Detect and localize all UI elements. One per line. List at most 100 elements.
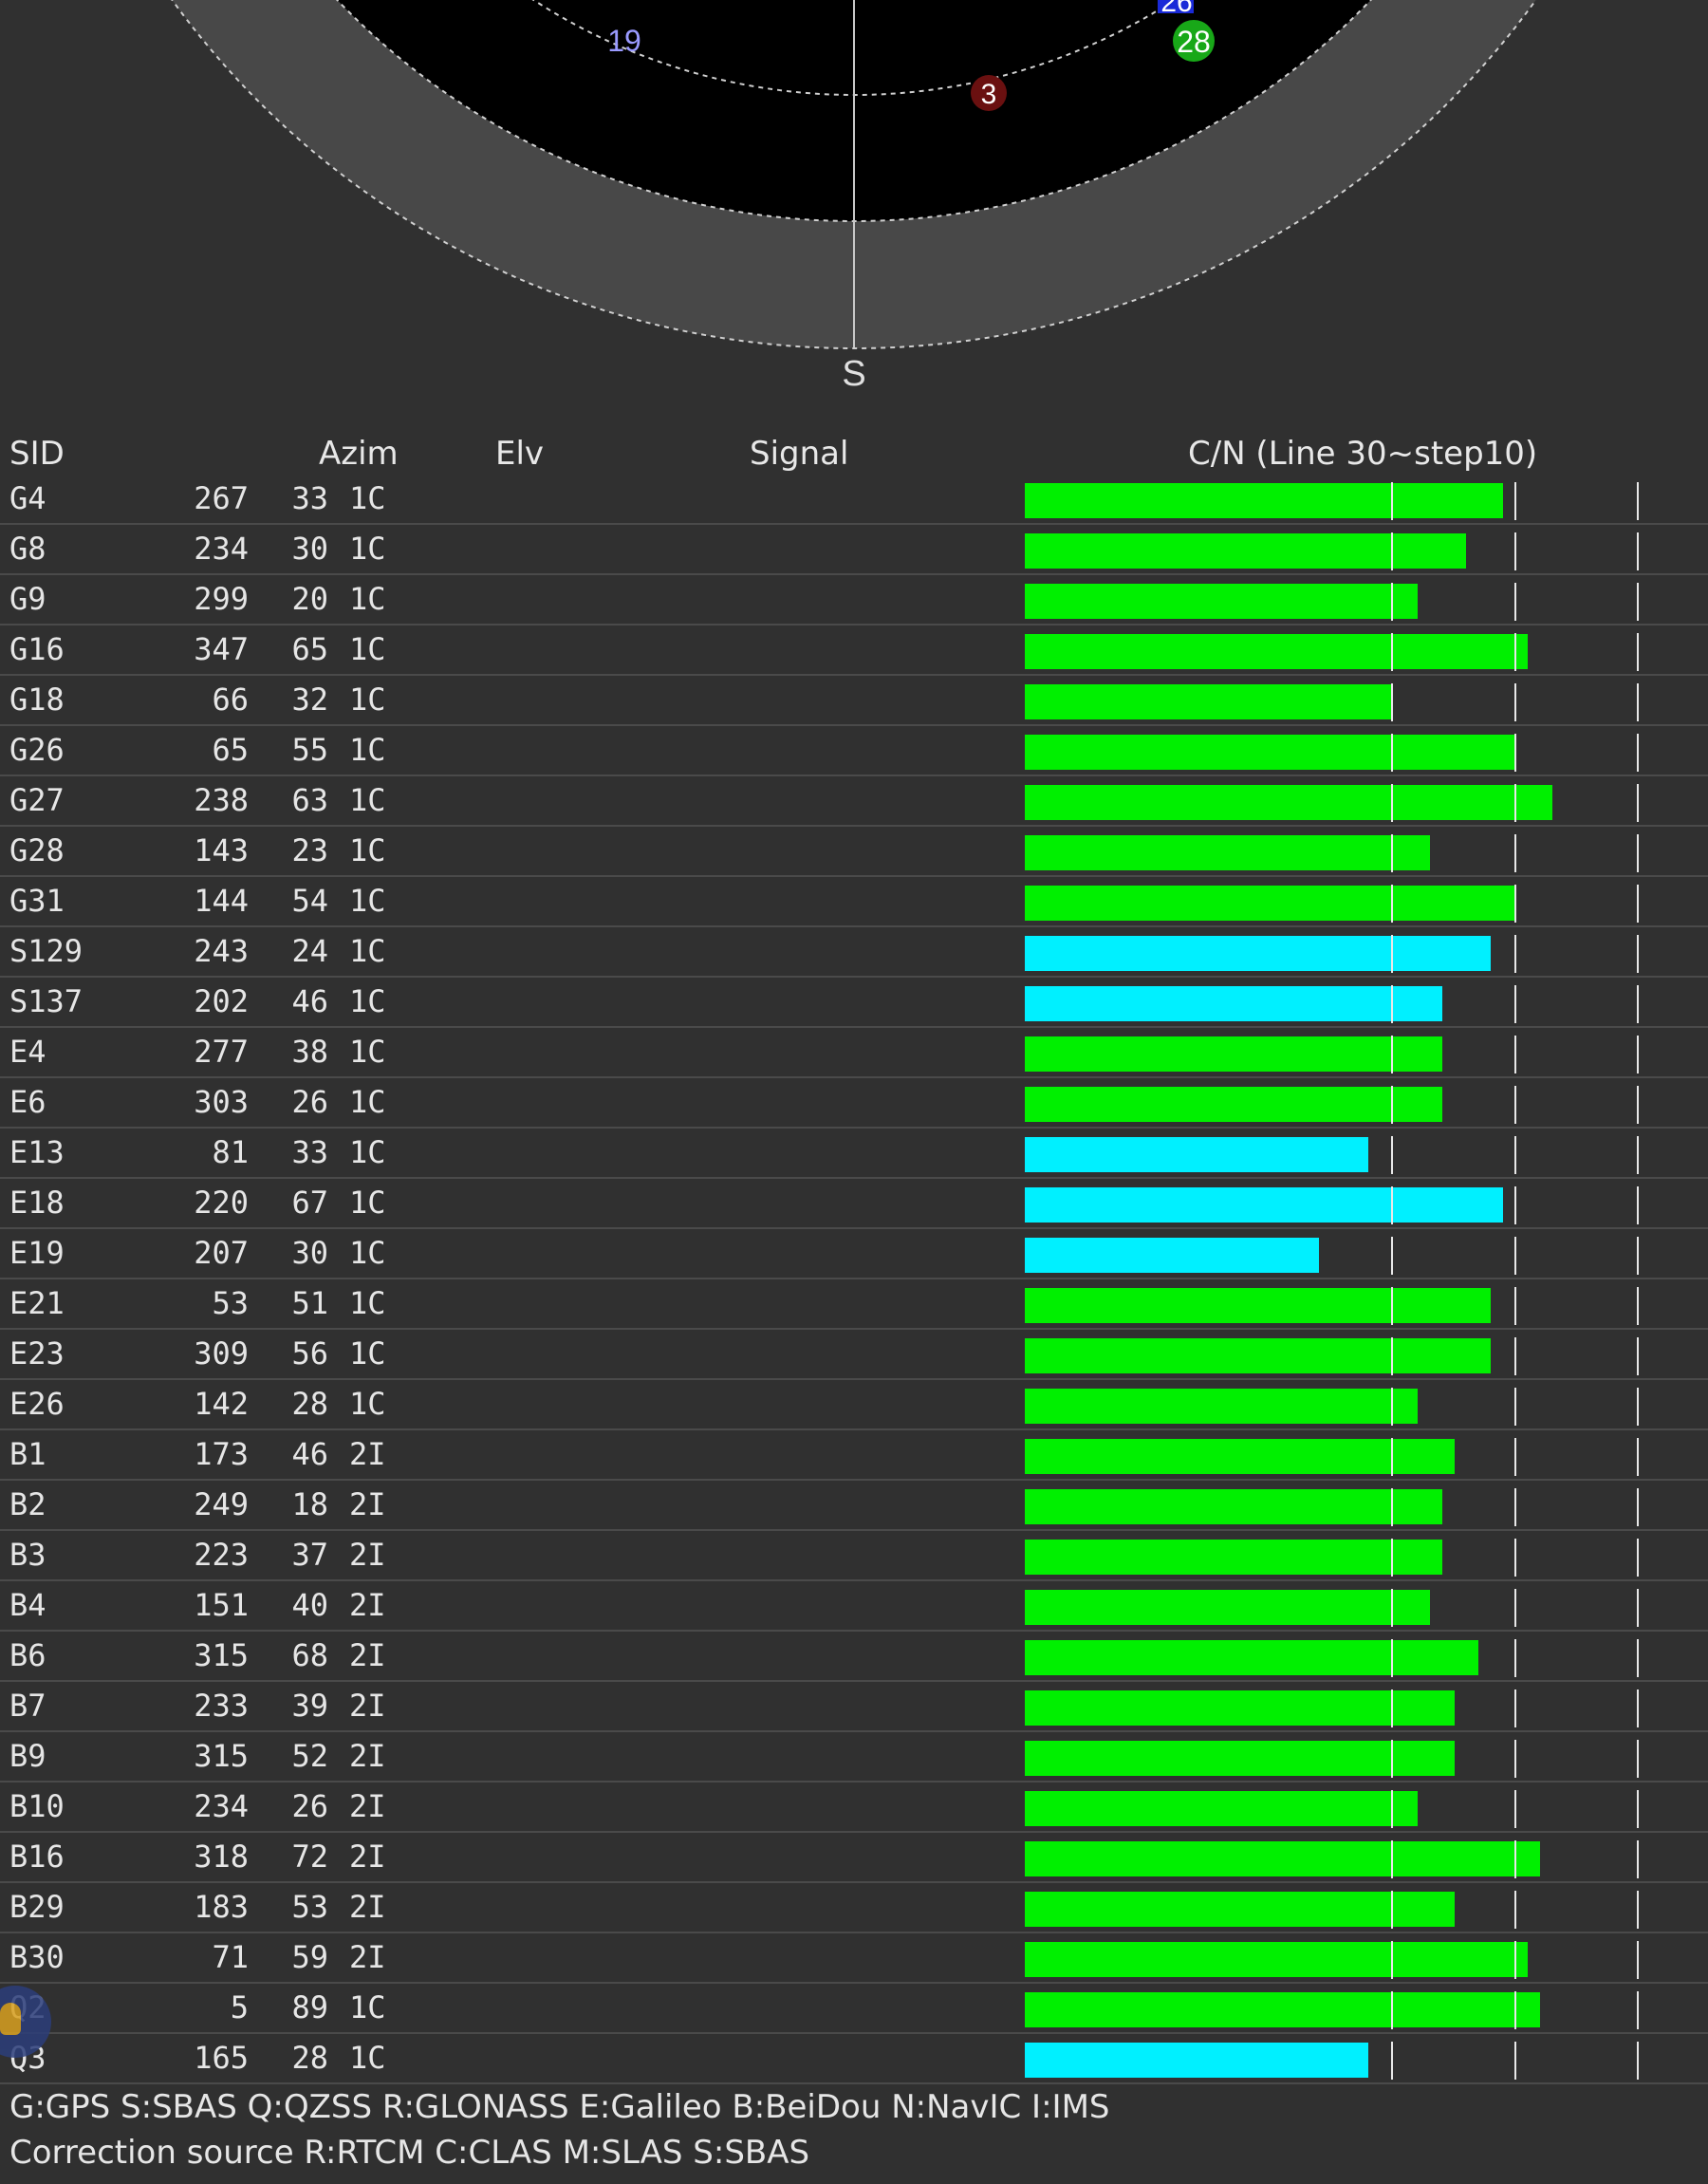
signal-cell: 1C — [349, 1285, 386, 1321]
table-row[interactable]: G16 347 65 1C — [0, 625, 1708, 676]
table-row[interactable]: G4 267 33 1C — [0, 475, 1708, 525]
cn-scale-line — [1391, 1237, 1393, 1275]
cn-scale-line — [1637, 2042, 1639, 2080]
cn-scale-line — [1637, 1337, 1639, 1375]
cn-scale-line — [1391, 1589, 1393, 1627]
header-sid[interactable]: SID — [9, 435, 65, 473]
cn-scale-line — [1514, 734, 1516, 772]
cn-scale-line — [1637, 1589, 1639, 1627]
table-row[interactable]: B4 151 40 2I — [0, 1581, 1708, 1632]
signal-cell: 2I — [349, 1637, 386, 1673]
signal-cell: 2I — [349, 1587, 386, 1623]
cn-scale-line — [1514, 1991, 1516, 2029]
cn-bar — [1025, 684, 1393, 719]
satellite-marker[interactable]: 19 — [607, 24, 641, 58]
table-row[interactable]: B2 249 18 2I — [0, 1481, 1708, 1531]
cn-scale-line — [1637, 1891, 1639, 1929]
cn-scale-line — [1391, 2042, 1393, 2080]
azim-cell: 81 — [212, 1134, 249, 1170]
table-row[interactable]: E19 207 30 1C — [0, 1229, 1708, 1279]
table-row[interactable]: B1 173 46 2I — [0, 1430, 1708, 1481]
signal-cell: 1C — [349, 531, 386, 567]
signal-cell: 2I — [349, 1688, 386, 1724]
azim-cell: 233 — [194, 1688, 249, 1724]
cn-scale-line — [1637, 633, 1639, 671]
cn-scale-line — [1391, 1488, 1393, 1526]
table-row[interactable]: S137 202 46 1C — [0, 978, 1708, 1028]
signal-cell: 1C — [349, 1084, 386, 1120]
elv-cell: 33 — [291, 480, 328, 516]
header-cn[interactable]: C/N (Line 30~step10) — [1188, 435, 1538, 473]
cn-bar — [1025, 1741, 1455, 1776]
signal-cell: 2I — [349, 1738, 386, 1774]
table-row[interactable]: G18 66 32 1C — [0, 676, 1708, 726]
table-row[interactable]: E6 303 26 1C — [0, 1078, 1708, 1129]
signal-cell: 1C — [349, 883, 386, 919]
satellite-marker[interactable]: 3 — [971, 75, 1007, 111]
cn-bar — [1025, 986, 1442, 1021]
cn-bar — [1025, 1338, 1492, 1373]
signal-cell: 1C — [349, 732, 386, 768]
signal-cell: 2I — [349, 1788, 386, 1824]
table-row[interactable]: G26 65 55 1C — [0, 726, 1708, 776]
table-row[interactable]: G27 238 63 1C — [0, 776, 1708, 827]
elv-cell: 56 — [291, 1335, 328, 1372]
azim-cell: 234 — [194, 531, 249, 567]
elv-cell: 30 — [291, 1235, 328, 1271]
table-row[interactable]: Q25891C — [0, 1984, 1708, 2034]
table-row[interactable]: B7 233 39 2I — [0, 1682, 1708, 1732]
table-row[interactable]: E21 53 51 1C — [0, 1279, 1708, 1330]
satellite-label: 26 — [1160, 0, 1192, 18]
elv-cell: 30 — [291, 531, 328, 567]
elv-cell: 24 — [291, 933, 328, 969]
table-row[interactable]: E26 142 28 1C — [0, 1380, 1708, 1430]
table-row[interactable]: E23 309 56 1C — [0, 1330, 1708, 1380]
table-row[interactable]: B29 183 53 2I — [0, 1883, 1708, 1933]
elv-cell: 28 — [291, 1386, 328, 1422]
header-azim[interactable]: Azim — [319, 435, 399, 473]
table-row[interactable]: B10 234 26 2I — [0, 1783, 1708, 1833]
elv-cell: 40 — [291, 1587, 328, 1623]
elv-cell: 37 — [291, 1537, 328, 1573]
header-signal[interactable]: Signal — [750, 435, 849, 473]
table-row[interactable]: G8 234 30 1C — [0, 525, 1708, 575]
table-row[interactable]: E13 81 33 1C — [0, 1129, 1708, 1179]
cn-bar — [1025, 785, 1552, 820]
elv-cell: 53 — [291, 1889, 328, 1925]
table-row[interactable]: E18 220 67 1C — [0, 1179, 1708, 1229]
table-row[interactable]: B9 315 52 2I — [0, 1732, 1708, 1783]
cn-scale-line — [1514, 935, 1516, 973]
elv-cell: 39 — [291, 1688, 328, 1724]
table-row[interactable]: B30 71 59 2I — [0, 1933, 1708, 1984]
cn-bar — [1025, 1690, 1455, 1726]
signal-cell: 1C — [349, 782, 386, 818]
cn-scale-line — [1391, 834, 1393, 872]
satellite-marker[interactable]: 28 — [1173, 20, 1215, 62]
cn-scale-line — [1391, 1689, 1393, 1727]
cn-scale-line — [1391, 683, 1393, 721]
cn-bar — [1025, 533, 1467, 569]
elv-cell: 67 — [291, 1185, 328, 1221]
header-elv[interactable]: Elv — [495, 435, 545, 473]
azim-cell: 71 — [212, 1939, 249, 1975]
elv-cell: 68 — [291, 1637, 328, 1673]
azim-cell: 249 — [194, 1486, 249, 1522]
satellite-marker[interactable]: 26 — [1158, 0, 1194, 18]
table-row[interactable]: S129 243 24 1C — [0, 927, 1708, 978]
elv-cell: 72 — [291, 1839, 328, 1875]
signal-cell: 1C — [349, 1335, 386, 1372]
table-row[interactable]: G28 143 23 1C — [0, 827, 1708, 877]
elv-cell: 20 — [291, 581, 328, 617]
table-row[interactable]: Q3 165 28 1C — [0, 2034, 1708, 2084]
table-row[interactable]: E4 277 38 1C — [0, 1028, 1708, 1078]
cn-scale-line — [1514, 1086, 1516, 1124]
cn-scale-line — [1637, 1639, 1639, 1677]
table-row[interactable]: B6 315 68 2I — [0, 1632, 1708, 1682]
table-row[interactable]: G31 144 54 1C — [0, 877, 1708, 927]
sid-cell: G8 — [9, 531, 46, 567]
table-row[interactable]: B3 223 37 2I — [0, 1531, 1708, 1581]
cn-scale-line — [1637, 784, 1639, 822]
table-row[interactable]: G9 299 20 1C — [0, 575, 1708, 625]
cn-scale-line — [1637, 1237, 1639, 1275]
table-row[interactable]: B16 318 72 2I — [0, 1833, 1708, 1883]
